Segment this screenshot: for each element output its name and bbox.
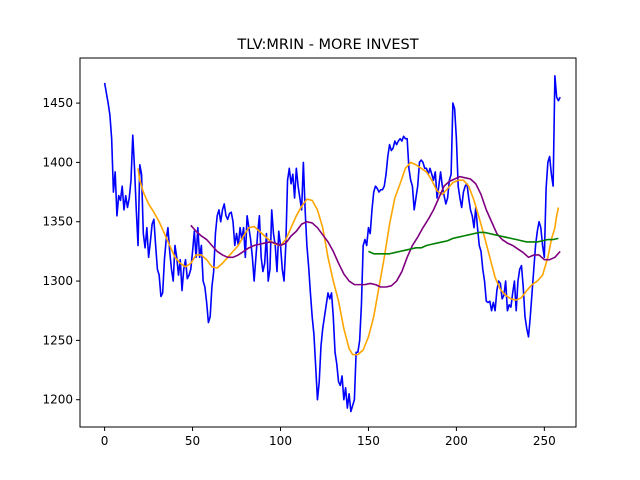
x-tick-label: 0 [101,434,109,448]
series-line-1 [103,75,561,413]
y-tick-label: 1450 [42,96,73,110]
y-tick-label: 1200 [42,393,73,407]
x-tick-label: 150 [357,434,380,448]
axes-frame [79,57,577,428]
x-tick-label: 100 [269,434,292,448]
axes-layer: 0 50 100 150 200 250 1200 1250 1300 1350 1400 1450 [42,57,577,448]
series-layer [103,75,561,413]
series-line-4 [368,231,559,255]
plot-area: 0 50 100 150 200 250 1200 1250 1300 1350 1400 1450 [42,57,577,448]
chart-title: TLV:MRIN - MORE INVEST [236,37,418,53]
series-line-2 [137,161,560,356]
x-tick-label: 50 [185,434,200,448]
x-tick-label: 200 [445,434,468,448]
x-tick-label: 250 [533,434,556,448]
y-tick-label: 1300 [42,274,73,288]
y-tick-label: 1250 [42,333,73,347]
y-tick-label: 1350 [42,215,73,229]
y-tick-label: 1400 [42,155,73,169]
